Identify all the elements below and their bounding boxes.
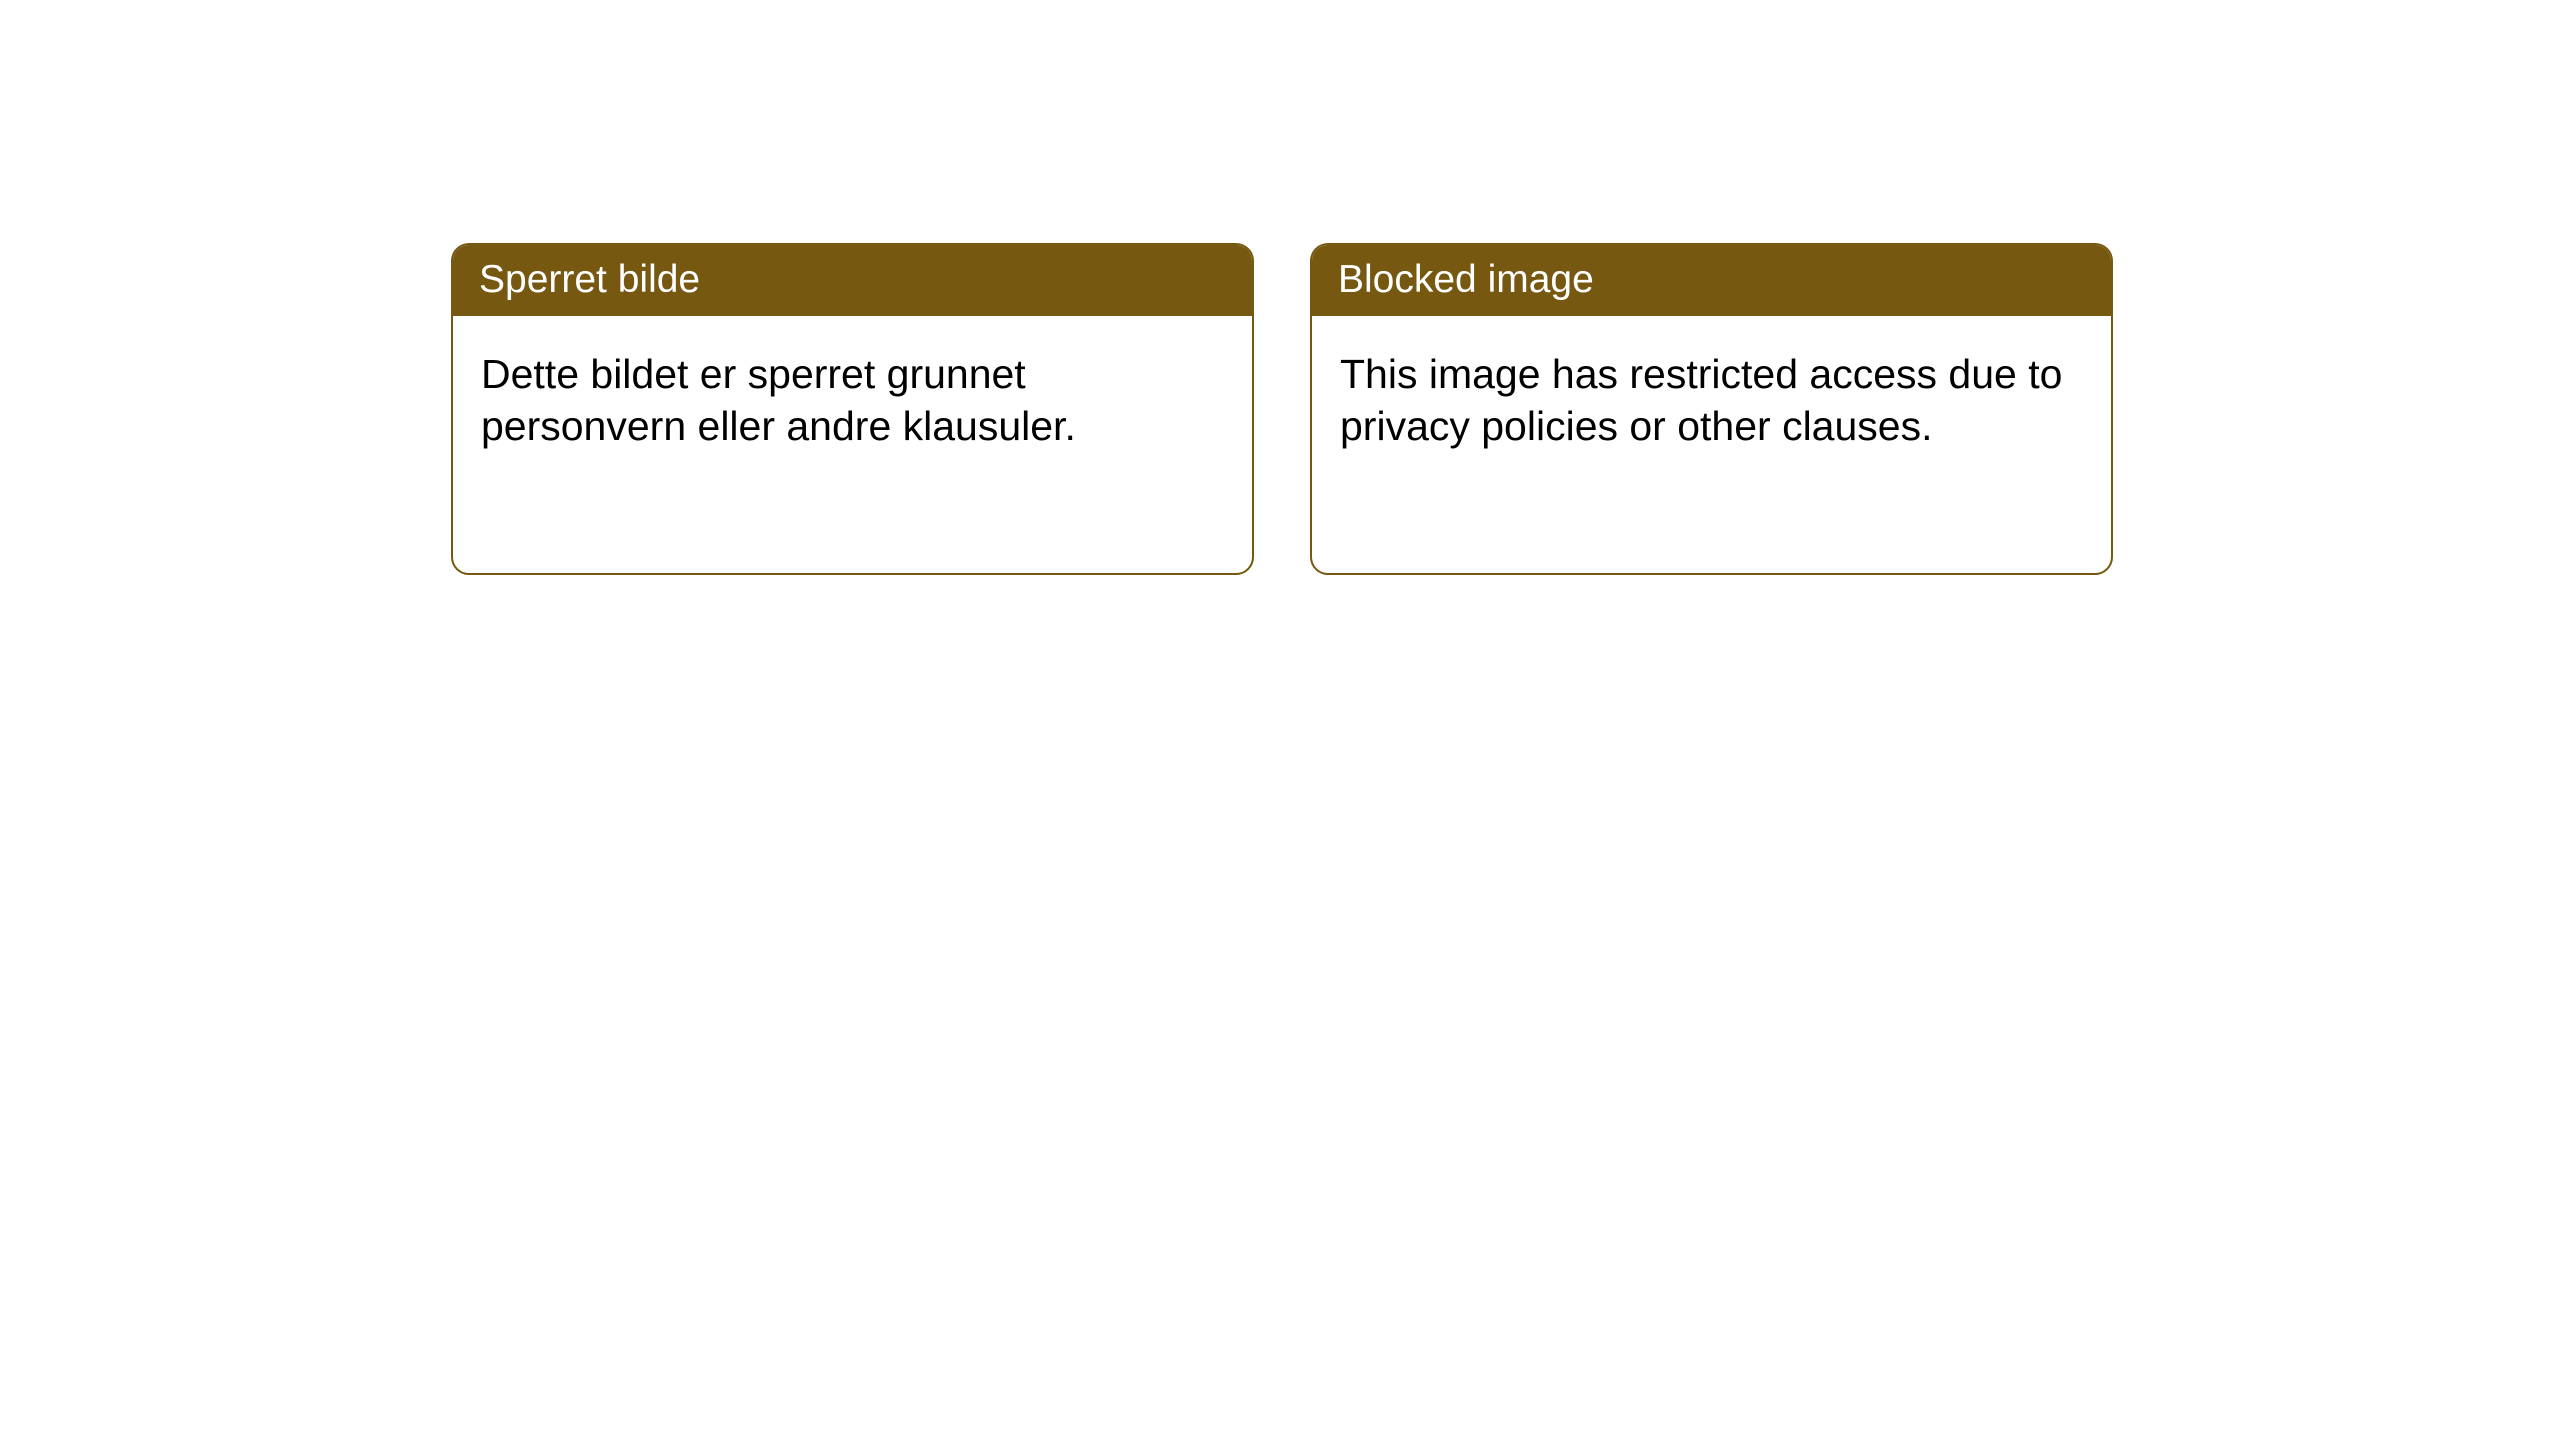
- notice-body-norwegian: Dette bildet er sperret grunnet personve…: [453, 316, 1252, 485]
- notice-title-english: Blocked image: [1312, 245, 2111, 316]
- notice-body-english: This image has restricted access due to …: [1312, 316, 2111, 485]
- notice-title-norwegian: Sperret bilde: [453, 245, 1252, 316]
- notice-card-english: Blocked image This image has restricted …: [1310, 243, 2113, 575]
- notice-container: Sperret bilde Dette bildet er sperret gr…: [0, 0, 2560, 575]
- notice-card-norwegian: Sperret bilde Dette bildet er sperret gr…: [451, 243, 1254, 575]
